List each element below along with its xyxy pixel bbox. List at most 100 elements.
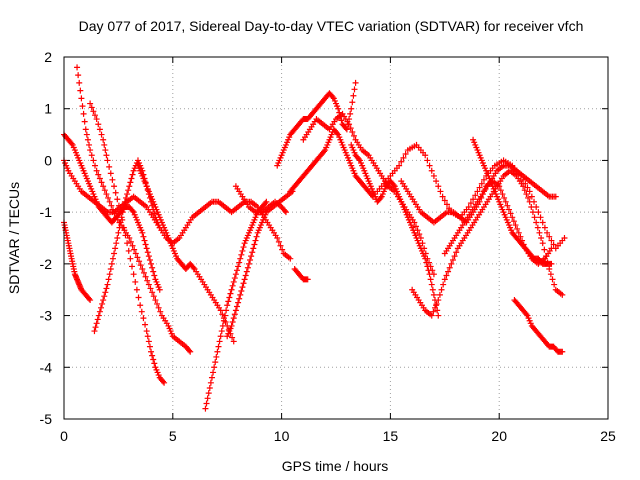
data-point: [114, 196, 121, 203]
data-point: [546, 266, 553, 273]
data-point: [231, 311, 238, 318]
data-point: [147, 285, 154, 292]
data-point: [233, 303, 240, 310]
data-point: [87, 297, 94, 304]
data-point: [220, 317, 227, 324]
y-tick-label: 0: [44, 152, 52, 168]
data-point: [213, 353, 220, 360]
data-point: [219, 311, 226, 318]
data-point: [87, 147, 94, 154]
data-point: [236, 295, 243, 302]
data-point: [551, 281, 558, 288]
data-point: [377, 194, 384, 201]
data-point: [149, 289, 156, 296]
data-point: [430, 291, 437, 298]
data-point: [109, 176, 116, 183]
data-point: [97, 304, 104, 311]
data-point: [100, 136, 107, 143]
data-point: [120, 203, 127, 210]
data-point: [262, 200, 269, 207]
data-point: [426, 162, 433, 169]
data-point: [148, 260, 155, 267]
data-point: [150, 356, 157, 363]
series-s19: [470, 136, 555, 267]
data-point: [68, 140, 75, 147]
data-point: [144, 277, 151, 284]
data-point: [329, 94, 336, 101]
y-tick-label: -3: [40, 308, 53, 324]
data-point: [478, 180, 485, 187]
data-point: [102, 147, 109, 154]
data-point: [130, 271, 137, 278]
data-point: [90, 157, 97, 164]
data-point: [544, 229, 551, 236]
data-point: [140, 315, 147, 322]
data-point: [520, 183, 527, 190]
data-point: [139, 266, 146, 273]
data-point: [96, 308, 103, 315]
data-point: [435, 297, 442, 304]
data-point: [125, 187, 132, 194]
data-point: [275, 238, 282, 245]
data-point: [507, 210, 514, 217]
data-point: [281, 207, 288, 214]
data-point: [467, 200, 474, 207]
data-point: [93, 320, 100, 327]
data-point: [239, 284, 246, 291]
data-point: [215, 343, 222, 350]
data-point: [304, 276, 311, 283]
data-point: [127, 255, 134, 262]
chart-title: Day 077 of 2017, Sidereal Day-to-day VTE…: [79, 18, 584, 34]
data-point: [101, 293, 108, 300]
data-point: [124, 240, 131, 247]
data-point: [232, 271, 239, 278]
data-point: [154, 300, 161, 307]
data-point: [435, 183, 442, 190]
y-tick-label: -1: [40, 204, 53, 220]
data-point: [80, 110, 87, 117]
x-tick-label: 0: [60, 428, 68, 444]
y-tick-label: -2: [40, 256, 53, 272]
data-point: [350, 132, 357, 139]
data-point: [133, 286, 140, 293]
data-point: [229, 334, 236, 341]
data-point: [148, 348, 155, 355]
data-point: [210, 369, 217, 376]
data-point: [346, 121, 353, 128]
data-point: [350, 92, 357, 99]
data-point: [423, 259, 430, 266]
plot-frame: [63, 56, 609, 420]
data-point: [142, 273, 149, 280]
data-point: [134, 254, 141, 261]
data-point: [501, 194, 508, 201]
data-point: [109, 255, 116, 262]
data-point: [250, 245, 257, 252]
data-point: [100, 297, 107, 304]
data-point: [129, 207, 136, 214]
data-point: [441, 276, 448, 283]
data-point: [561, 235, 568, 241]
data-point: [509, 214, 516, 221]
tick-labels: 0 5 10 15 20 25 -5 -4 -3 -2 -1 0 1 2: [40, 49, 616, 444]
data-point: [531, 214, 538, 221]
data-point: [217, 333, 224, 340]
data-point: [190, 264, 197, 271]
data-point: [206, 384, 213, 391]
data-point: [537, 214, 544, 221]
data-point: [321, 148, 328, 155]
data-point: [402, 150, 409, 157]
data-point: [94, 316, 101, 323]
data-point: [351, 86, 358, 93]
data-point: [149, 352, 156, 359]
data-point: [144, 249, 151, 256]
data-point: [235, 263, 242, 270]
data-point: [118, 214, 125, 221]
data-point: [216, 338, 223, 345]
data-point: [277, 242, 284, 249]
data-point: [76, 79, 83, 86]
data-point: [93, 167, 100, 174]
data-point: [465, 203, 472, 210]
data-point: [131, 246, 138, 253]
data-point: [111, 250, 118, 257]
data-point: [448, 260, 455, 267]
